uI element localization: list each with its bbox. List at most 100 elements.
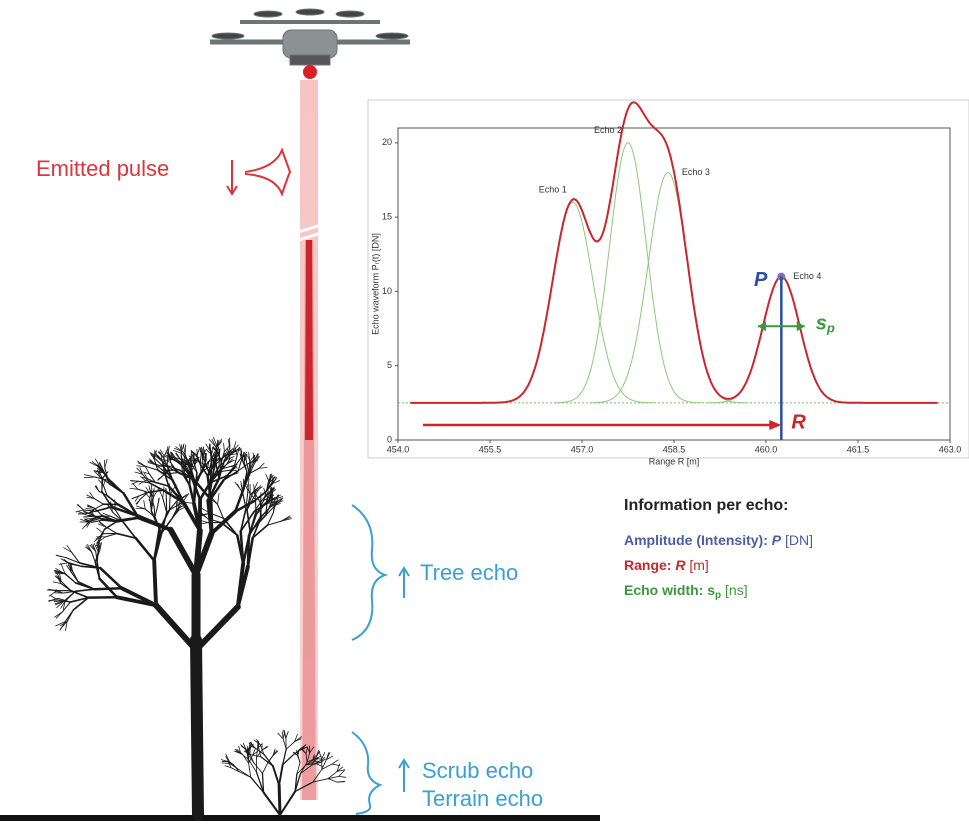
branch: [251, 777, 264, 792]
branch: [222, 763, 230, 764]
pulse-shape: [245, 150, 290, 194]
branch: [286, 731, 288, 738]
pulse-arrow: [227, 160, 237, 194]
branch: [133, 483, 138, 489]
branch: [105, 459, 107, 468]
branch: [59, 563, 68, 565]
echo-label: Echo 2: [594, 125, 622, 135]
branch: [273, 766, 279, 785]
branch: [156, 605, 196, 650]
branch: [130, 488, 138, 489]
branch: [280, 791, 295, 815]
branch: [136, 538, 154, 560]
branch: [286, 742, 294, 750]
branch: [211, 499, 212, 533]
branch: [76, 583, 95, 589]
beam-strong: [305, 240, 313, 440]
branch: [77, 505, 83, 510]
amplitude-info: Amplitude (Intensity): P [DN]: [624, 532, 813, 548]
branch: [99, 521, 106, 527]
echo-label: Echo 3: [682, 167, 710, 177]
x-tick-label: 454.0: [387, 444, 410, 454]
s-symbol-main: s: [816, 313, 827, 335]
branch: [85, 475, 95, 477]
branch: [298, 755, 300, 762]
branch: [268, 755, 273, 762]
chart-panel: [368, 100, 969, 458]
p-symbol: P: [754, 269, 768, 291]
branch: [239, 772, 251, 778]
branch: [279, 785, 280, 815]
x-tick-label: 457.0: [571, 444, 594, 454]
branch: [61, 559, 69, 563]
branch: [145, 509, 155, 517]
x-tick-label: 458.5: [663, 444, 686, 454]
branch: [57, 556, 66, 558]
branch: [332, 760, 338, 764]
branch: [146, 466, 158, 470]
branch: [177, 501, 178, 509]
branch: [262, 762, 268, 773]
branch: [75, 589, 94, 591]
branch: [100, 568, 121, 588]
branch: [97, 528, 104, 534]
branch: [224, 443, 225, 451]
y-tick-label: 15: [382, 212, 392, 222]
scrub-echo-arrow: [399, 760, 409, 792]
tree-echo-arrow: [399, 568, 409, 598]
branch: [65, 610, 73, 622]
branch: [106, 527, 117, 533]
branch: [97, 563, 99, 579]
terrain-echo-label: Terrain echo: [422, 786, 543, 811]
branch: [319, 752, 321, 759]
range-info: Range: R [m]: [624, 557, 709, 573]
branch: [163, 487, 164, 498]
branch: [339, 776, 346, 777]
x-tick-label: 460.0: [755, 444, 778, 454]
branch: [105, 521, 117, 529]
info-title: Information per echo:: [624, 497, 788, 514]
s-symbol-sub: p: [826, 321, 835, 336]
branch: [137, 466, 146, 467]
y-tick-label: 10: [382, 286, 392, 296]
tree-echo-label: Tree echo: [420, 560, 518, 585]
branch: [132, 481, 139, 484]
branch: [169, 495, 170, 510]
diagram: Emitted pulse Tree echo Scrub echo Terra…: [0, 0, 969, 825]
branch: [255, 500, 256, 516]
branch: [84, 477, 95, 478]
branch: [262, 747, 268, 750]
branch: [266, 475, 269, 481]
branch: [249, 763, 251, 777]
r-symbol: R: [791, 411, 806, 433]
branch: [196, 607, 238, 650]
branch: [94, 504, 103, 509]
y-tick-label: 0: [387, 434, 392, 444]
branch: [155, 506, 158, 517]
y-tick-label: 20: [382, 137, 392, 147]
ground: [0, 815, 600, 821]
branch: [158, 474, 165, 480]
branch: [154, 561, 156, 606]
branch: [264, 792, 280, 815]
y-tick-label: 5: [387, 360, 392, 370]
x-tick-label: 455.5: [479, 444, 502, 454]
emitted-pulse-label: Emitted pulse: [36, 156, 169, 181]
branch: [94, 498, 103, 504]
branch: [76, 510, 83, 512]
width-info: Echo width: sp [ns]: [624, 582, 748, 601]
branch: [283, 732, 285, 739]
scrub-echo-label: Scrub echo: [422, 758, 533, 783]
branch: [61, 583, 71, 590]
branch: [332, 764, 340, 766]
branch: [155, 482, 168, 486]
branch: [71, 591, 88, 598]
branch: [92, 552, 96, 562]
echo-label: Echo 1: [539, 185, 567, 195]
x-tick-label: 463.0: [939, 444, 962, 454]
trunk: [196, 640, 198, 815]
branch: [144, 501, 145, 509]
x-tick-label: 461.5: [847, 444, 870, 454]
branch: [138, 489, 148, 492]
branch: [171, 530, 196, 575]
